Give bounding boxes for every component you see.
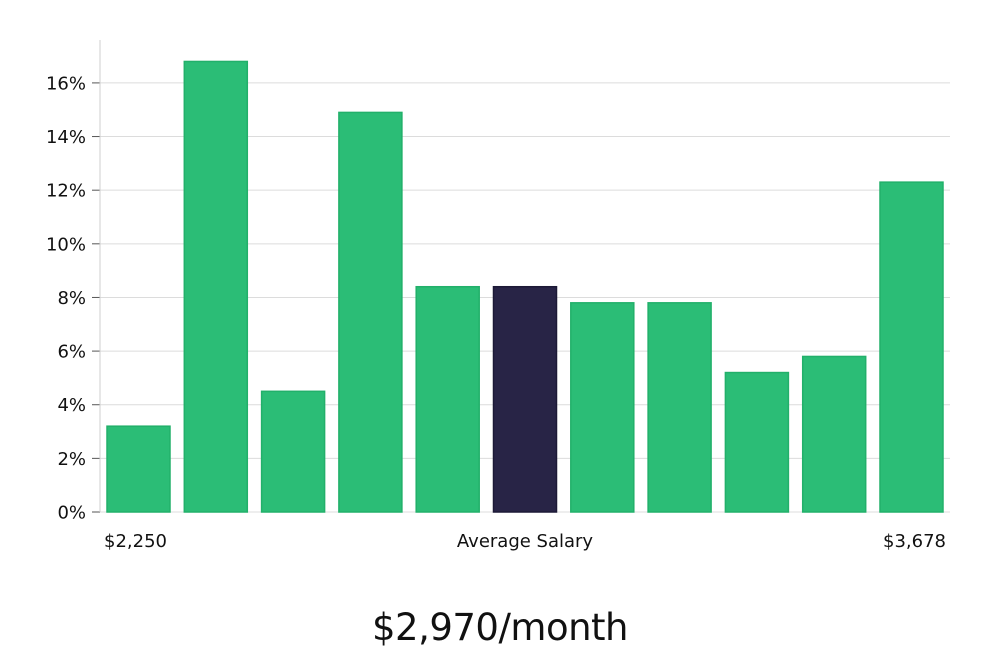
- bar: [106, 425, 171, 513]
- y-tick-label: 16%: [46, 73, 86, 94]
- bar: [801, 355, 867, 513]
- bar: [570, 302, 635, 513]
- bars: [106, 60, 944, 513]
- y-tick-label: 12%: [46, 181, 86, 202]
- y-tick-label: 8%: [57, 288, 86, 309]
- bar: [260, 390, 326, 513]
- average-salary-headline: $2,970/month: [371, 606, 629, 649]
- bar: [879, 181, 944, 513]
- bar: [724, 371, 790, 513]
- bar: [415, 285, 480, 513]
- x-axis-title: Average Salary: [457, 531, 594, 552]
- y-tick-label: 4%: [57, 395, 86, 416]
- y-tick-label: 6%: [57, 342, 86, 363]
- bar-average-highlight: [492, 285, 558, 513]
- y-tick-label: 14%: [46, 127, 86, 148]
- x-label-min: $2,250: [104, 531, 167, 552]
- bar: [338, 111, 403, 513]
- bar: [647, 302, 712, 513]
- x-label-max: $3,678: [883, 531, 946, 552]
- y-tick-label: 0%: [57, 503, 86, 524]
- bar: [183, 60, 249, 513]
- y-tick-label: 2%: [57, 449, 86, 470]
- y-tick-label: 10%: [46, 234, 86, 255]
- salary-histogram: 0% 2% 4% 6% 8% 10% 12% 14% 16% $2,250 Average Sa…: [46, 40, 950, 552]
- y-axis-ticks: 0% 2% 4% 6% 8% 10% 12% 14% 16%: [46, 73, 100, 524]
